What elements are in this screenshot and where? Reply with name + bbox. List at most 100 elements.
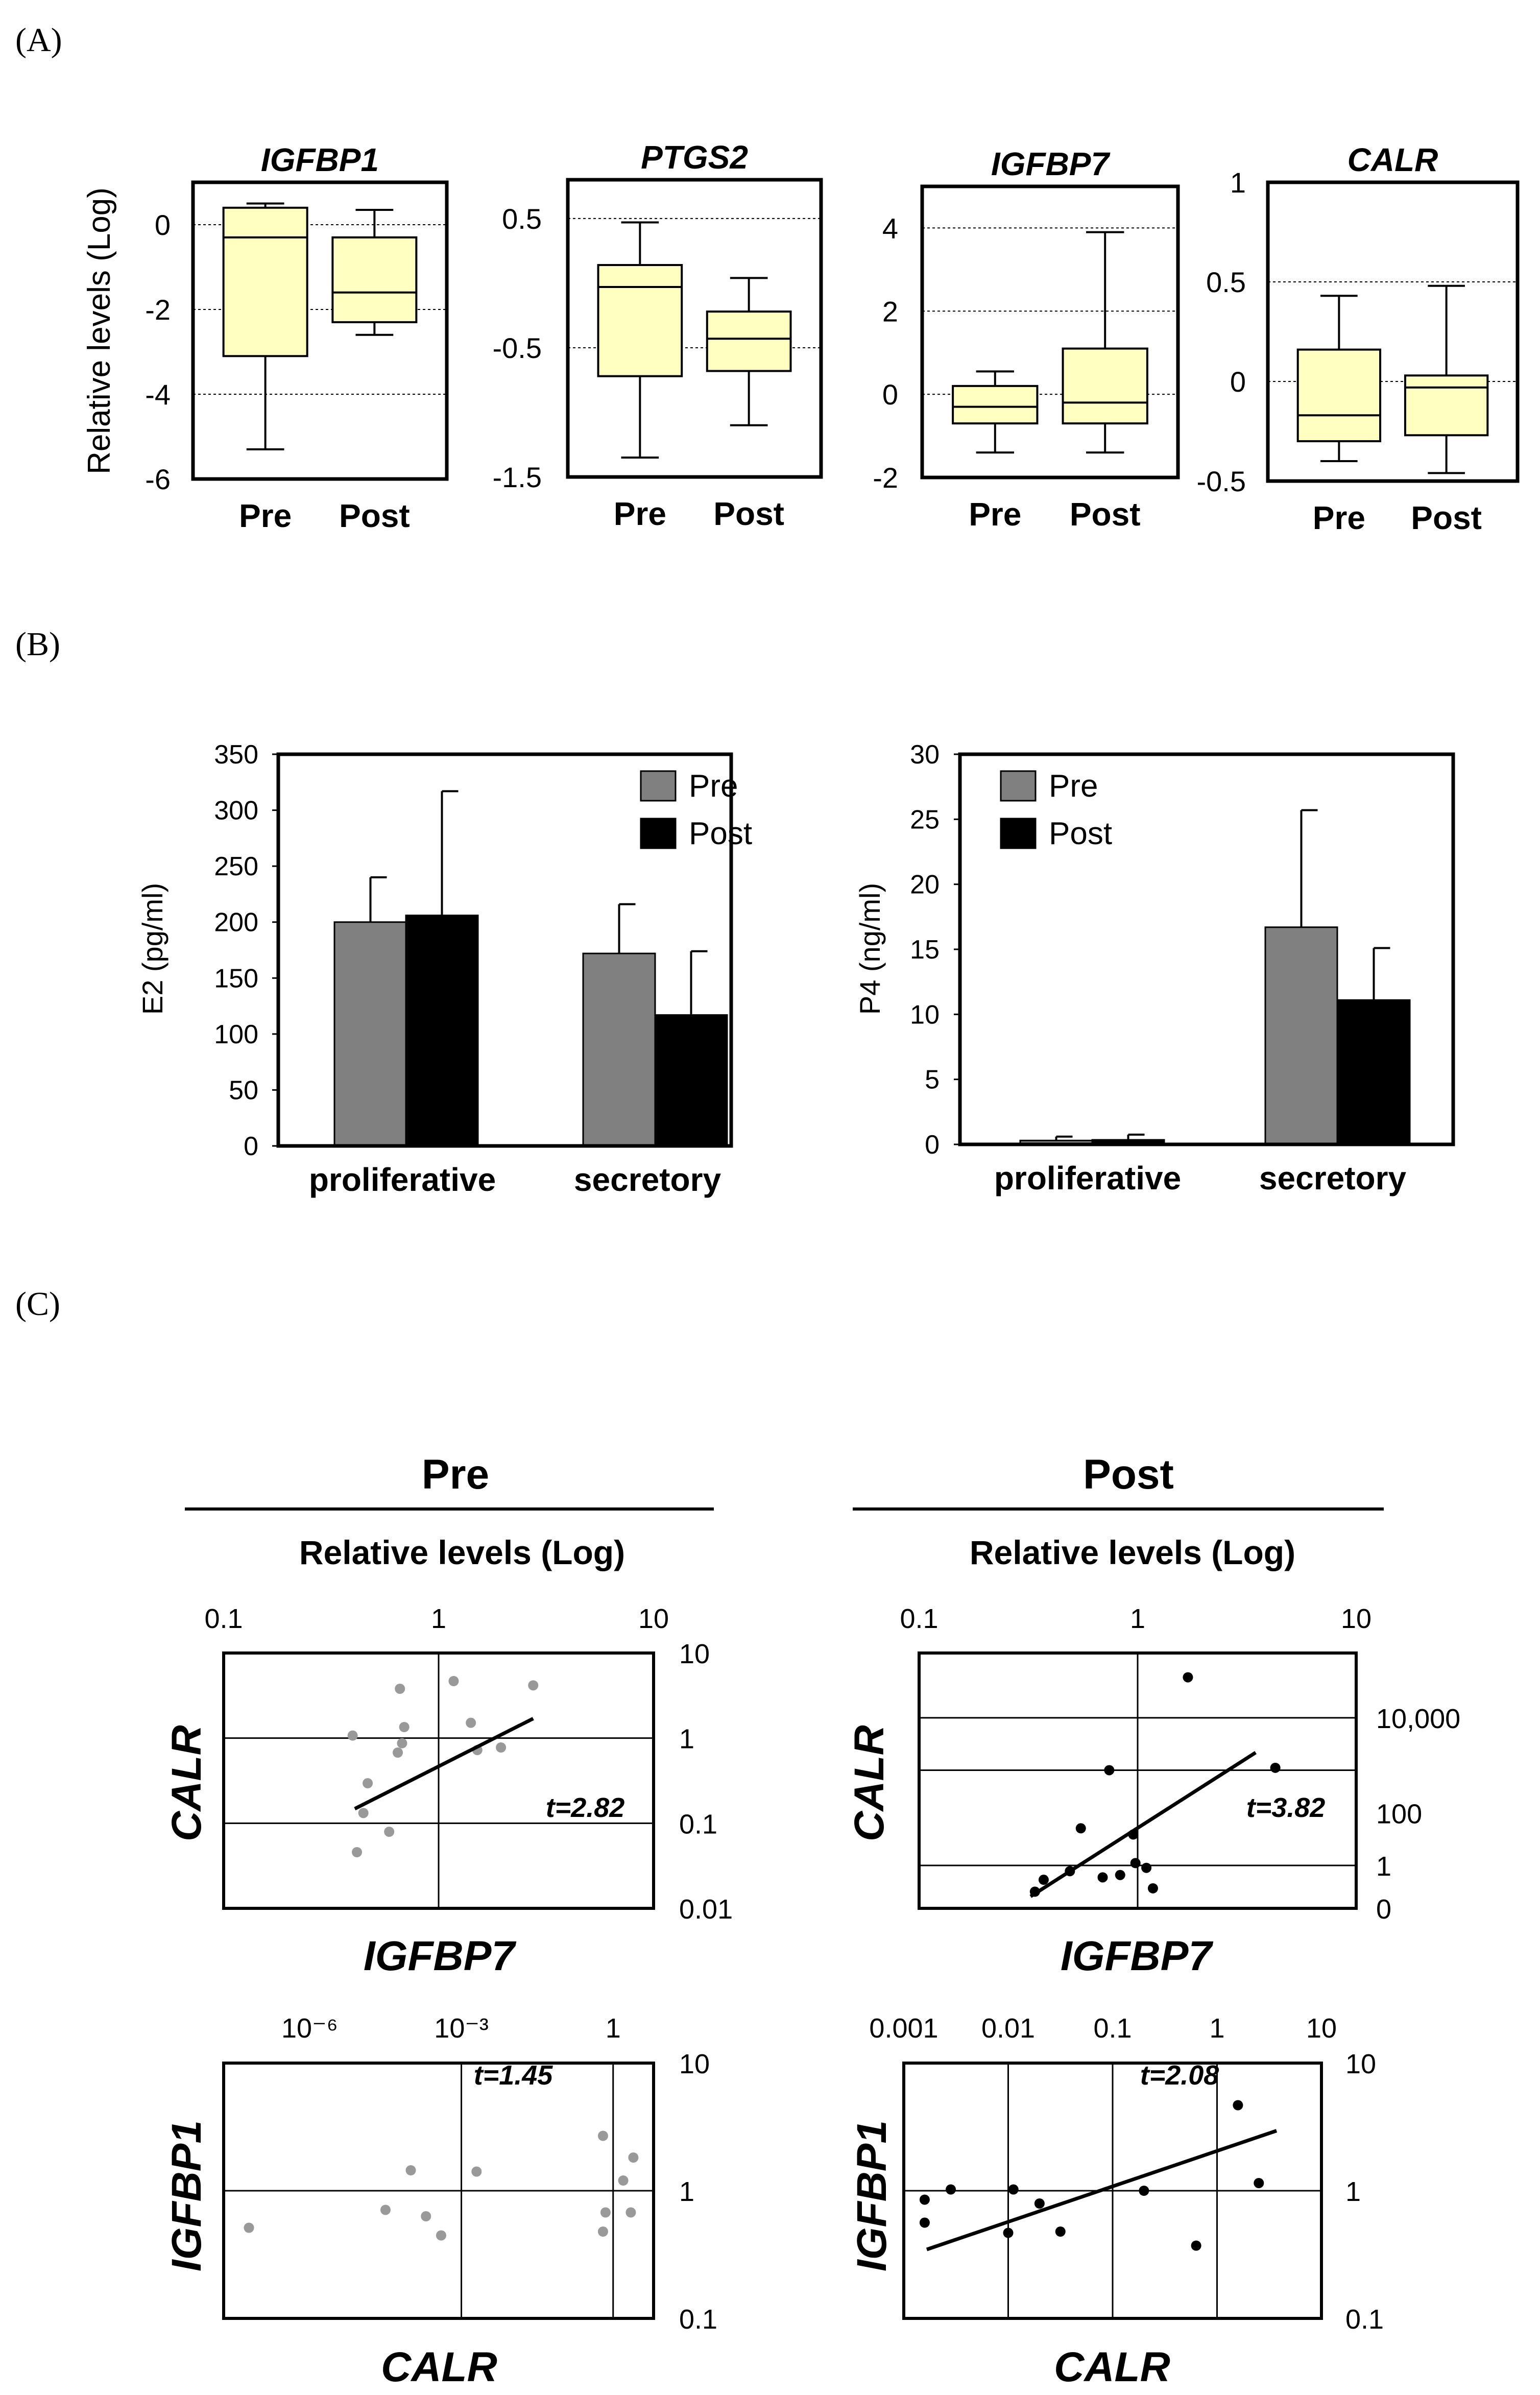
bar-post-secretory xyxy=(654,1014,728,1147)
x-tick-label: Post xyxy=(713,495,784,532)
bar-panel: E2 (pg/ml)350300250200150100500prolifera… xyxy=(136,740,1455,1198)
x-tick-label: 0.1 xyxy=(204,1603,243,1634)
y-tick-label: 25 xyxy=(910,805,940,834)
data-point xyxy=(1233,2100,1243,2111)
x-tick-label: proliferative xyxy=(994,1160,1181,1196)
y-tick-label: -0.5 xyxy=(493,332,542,364)
y-tick-label: 0 xyxy=(925,1130,940,1160)
data-point xyxy=(244,2222,254,2233)
data-point xyxy=(352,1847,363,1857)
y-tick-label: 0.01 xyxy=(679,1894,733,1925)
y-axis-label: IGFBP1 xyxy=(849,2120,895,2271)
t-statistic: t=3.82 xyxy=(1246,1792,1326,1823)
x-tick-label: Pre xyxy=(969,496,1021,533)
y-tick-label: 350 xyxy=(214,740,258,770)
scatter-heading: Post xyxy=(1083,1451,1174,1498)
x-tick-label: 0.1 xyxy=(900,1603,938,1634)
y-tick-label: 0.1 xyxy=(1345,2304,1384,2335)
plot-frame xyxy=(566,178,823,479)
plot-frame xyxy=(1266,180,1520,483)
y-tick-label: 0.5 xyxy=(502,203,542,235)
axis-scale-caption: Relative levels (Log) xyxy=(299,1534,625,1571)
x-tick-label: 10 xyxy=(638,1603,669,1634)
x-axis-label: IGFBP7 xyxy=(1061,1933,1214,1979)
y-tick-label: 1 xyxy=(679,2176,694,2207)
scatter-heading: Pre xyxy=(422,1451,489,1498)
y-axis-label: CALR xyxy=(163,1725,210,1841)
y-tick-label: 10 xyxy=(1345,2049,1376,2079)
data-point xyxy=(448,1676,459,1686)
data-point xyxy=(1034,2198,1045,2209)
data-point xyxy=(919,2194,930,2205)
data-point xyxy=(600,2207,611,2218)
legend-label: Post xyxy=(689,816,752,851)
x-tick-label: 1 xyxy=(1209,2013,1224,2044)
data-point xyxy=(618,2175,629,2186)
y-tick-label: 250 xyxy=(214,852,258,881)
x-tick-label: 10⁻³ xyxy=(434,2013,489,2044)
bar-pre-proliferative xyxy=(333,921,407,1147)
y-tick-label: 2 xyxy=(882,295,898,327)
plot-frame xyxy=(920,184,1180,480)
data-point xyxy=(380,2205,391,2215)
t-statistic: t=2.82 xyxy=(546,1792,625,1823)
regression-line xyxy=(926,2129,1278,2252)
data-point xyxy=(393,1747,403,1758)
y-axis-label: Relative levels (Log) xyxy=(82,187,117,474)
y-tick-label: 1 xyxy=(679,1724,694,1755)
legend-swatch-pre xyxy=(1000,770,1037,802)
data-point xyxy=(363,1778,373,1788)
y-tick-label: -2 xyxy=(873,462,898,494)
data-point xyxy=(1115,1870,1125,1880)
box-pre xyxy=(1296,348,1382,442)
x-tick-label: secretory xyxy=(1259,1160,1407,1196)
y-tick-label: 15 xyxy=(910,935,940,965)
legend-label: Post xyxy=(1049,816,1112,851)
t-statistic: t=2.08 xyxy=(1140,2060,1219,2091)
data-point xyxy=(421,2211,431,2221)
y-tick-label: 30 xyxy=(910,740,940,770)
x-tick-label: secretory xyxy=(574,1161,721,1198)
bar-pre-secretory xyxy=(1264,926,1338,1145)
x-tick-label: 10 xyxy=(1306,2013,1337,2044)
data-point xyxy=(1075,1823,1086,1834)
y-tick-label: 1 xyxy=(1376,1851,1391,1882)
x-tick-label: 0.1 xyxy=(1093,2013,1132,2044)
box-pre xyxy=(952,385,1039,425)
y-tick-label: 10,000 xyxy=(1376,1704,1460,1734)
y-tick-label: 10 xyxy=(910,1000,940,1029)
boxplot-title: IGFBP7 xyxy=(991,146,1111,182)
data-point xyxy=(1141,1862,1152,1873)
data-point xyxy=(1104,1765,1115,1776)
data-point xyxy=(597,2226,608,2237)
plot-frame xyxy=(902,2062,1323,2320)
y-tick-label: 10 xyxy=(679,2049,710,2079)
x-tick-label: Pre xyxy=(1313,499,1365,536)
y-axis-label: IGFBP1 xyxy=(163,2120,210,2271)
data-point xyxy=(395,1684,405,1694)
y-tick-label: 100 xyxy=(214,1020,258,1049)
y-tick-label: 10 xyxy=(679,1639,710,1669)
y-tick-label: 0 xyxy=(1376,1894,1391,1925)
y-tick-label: -4 xyxy=(145,378,171,411)
plot-frame xyxy=(276,752,733,1148)
x-tick-label: Pre xyxy=(239,497,292,534)
data-point xyxy=(399,1722,410,1732)
x-tick-label: Pre xyxy=(614,495,666,532)
data-point xyxy=(1055,2226,1066,2237)
y-tick-label: 0.1 xyxy=(679,1809,717,1839)
data-point xyxy=(1270,1762,1281,1773)
x-tick-label: 1 xyxy=(1130,1603,1145,1634)
data-point xyxy=(628,2152,639,2163)
box-post xyxy=(1062,347,1148,425)
x-tick-label: 0.001 xyxy=(869,2013,938,2044)
data-point xyxy=(1097,1872,1108,1883)
box-post xyxy=(1404,374,1489,437)
panel-label-c: (C) xyxy=(15,1285,60,1323)
data-point xyxy=(1003,2228,1014,2238)
y-tick-label: -0.5 xyxy=(1197,465,1246,497)
y-tick-label: 200 xyxy=(214,908,258,938)
data-point xyxy=(384,1827,395,1837)
